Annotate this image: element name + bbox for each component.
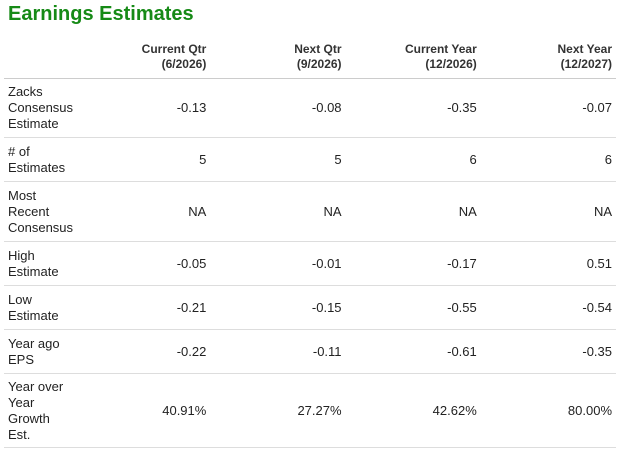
value-cell: NA bbox=[345, 181, 481, 242]
column-period: (9/2026) bbox=[296, 57, 342, 71]
value-cell: -0.15 bbox=[210, 285, 346, 330]
row-label: Year over Year Growth Est. bbox=[8, 378, 64, 442]
row-label: Low Estimate bbox=[8, 291, 59, 323]
value-cell: -0.05 bbox=[114, 241, 211, 286]
row-label: Zacks Consensus Estimate bbox=[8, 84, 74, 131]
value-cell: NA bbox=[210, 181, 346, 242]
table-row: Low Estimate -0.21 -0.15 -0.55 -0.54 bbox=[4, 285, 616, 330]
column-name: Current Year bbox=[404, 42, 477, 56]
table-row: Year ago EPS -0.22 -0.11 -0.61 -0.35 bbox=[4, 329, 616, 374]
value-cell: -0.54 bbox=[480, 285, 616, 330]
column-period: (6/2026) bbox=[161, 57, 207, 71]
value-cell: 0.51 bbox=[480, 241, 616, 286]
column-name: Next Qtr bbox=[294, 42, 342, 56]
row-label-cell: Low Estimate bbox=[4, 285, 115, 330]
value-cell: 5 bbox=[210, 137, 346, 182]
value-cell: -0.35 bbox=[480, 329, 616, 374]
column-name: Next Year bbox=[557, 42, 613, 56]
column-header: Next Year (12/2027) bbox=[480, 40, 616, 79]
value-cell: 5 bbox=[114, 137, 211, 182]
value-cell: 27.27% bbox=[210, 373, 346, 448]
value-cell: -0.35 bbox=[345, 78, 481, 138]
value-cell: 40.91% bbox=[114, 373, 211, 448]
value-cell: -0.13 bbox=[114, 78, 211, 138]
column-header: Next Qtr (9/2026) bbox=[210, 40, 346, 79]
value-cell: -0.21 bbox=[114, 285, 211, 330]
value-cell: 42.62% bbox=[345, 373, 481, 448]
column-period: (12/2026) bbox=[425, 57, 477, 71]
column-name: Current Qtr bbox=[141, 42, 207, 56]
value-cell: -0.61 bbox=[345, 329, 481, 374]
column-period: (12/2027) bbox=[560, 57, 612, 71]
row-label: High Estimate bbox=[8, 247, 59, 279]
value-cell: -0.11 bbox=[210, 329, 346, 374]
table-row: Zacks Consensus Estimate -0.13 -0.08 -0.35-… bbox=[4, 78, 616, 138]
header-row: Current Qtr (6/2026) Next Qtr (9/2026) Curre… bbox=[4, 40, 616, 79]
value-cell: -0.01 bbox=[210, 241, 346, 286]
table-row: High Estimate -0.05 -0.01 -0.17 0.51 bbox=[4, 241, 616, 286]
row-label: Year ago EPS bbox=[8, 335, 60, 367]
table-row: # of Estimates 5 5 6 6 bbox=[4, 137, 616, 182]
row-label-cell: Most Recent Consensus bbox=[4, 181, 115, 242]
value-cell: 80.00% bbox=[480, 373, 616, 448]
value-cell: 6 bbox=[480, 137, 616, 182]
value-cell: NA bbox=[114, 181, 211, 242]
column-header: Current Qtr (6/2026) bbox=[114, 40, 211, 79]
value-cell: -0.17 bbox=[345, 241, 481, 286]
row-label-cell: High Estimate bbox=[4, 241, 115, 286]
column-header: Current Year (12/2026) bbox=[345, 40, 481, 79]
value-cell: -0.55 bbox=[345, 285, 481, 330]
row-label-cell: Year over Year Growth Est. bbox=[4, 373, 115, 448]
value-cell: 6 bbox=[345, 137, 481, 182]
section-title: Earnings Estimates bbox=[8, 3, 194, 25]
row-label-cell: Year ago EPS bbox=[4, 329, 115, 374]
row-label-cell: Zacks Consensus Estimate bbox=[4, 78, 115, 138]
row-label: # of Estimates bbox=[8, 143, 66, 175]
value-cell: -0.08 bbox=[210, 78, 346, 138]
value-cell: NA bbox=[480, 181, 616, 242]
corner-cell bbox=[4, 40, 115, 79]
table-row: Most Recent Consensus NA NA NA NA bbox=[4, 181, 616, 242]
table-row: Year over Year Growth Est. 40.91% 27.27% 42… bbox=[4, 373, 616, 448]
value-cell: -0.07 bbox=[480, 78, 616, 138]
row-label-cell: # of Estimates bbox=[4, 137, 115, 182]
row-label: Most Recent Consensus bbox=[8, 187, 74, 235]
estimates-table: Current Qtr (6/2026) Next Qtr (9/2026) Curre… bbox=[4, 40, 616, 448]
value-cell: -0.22 bbox=[114, 329, 211, 374]
